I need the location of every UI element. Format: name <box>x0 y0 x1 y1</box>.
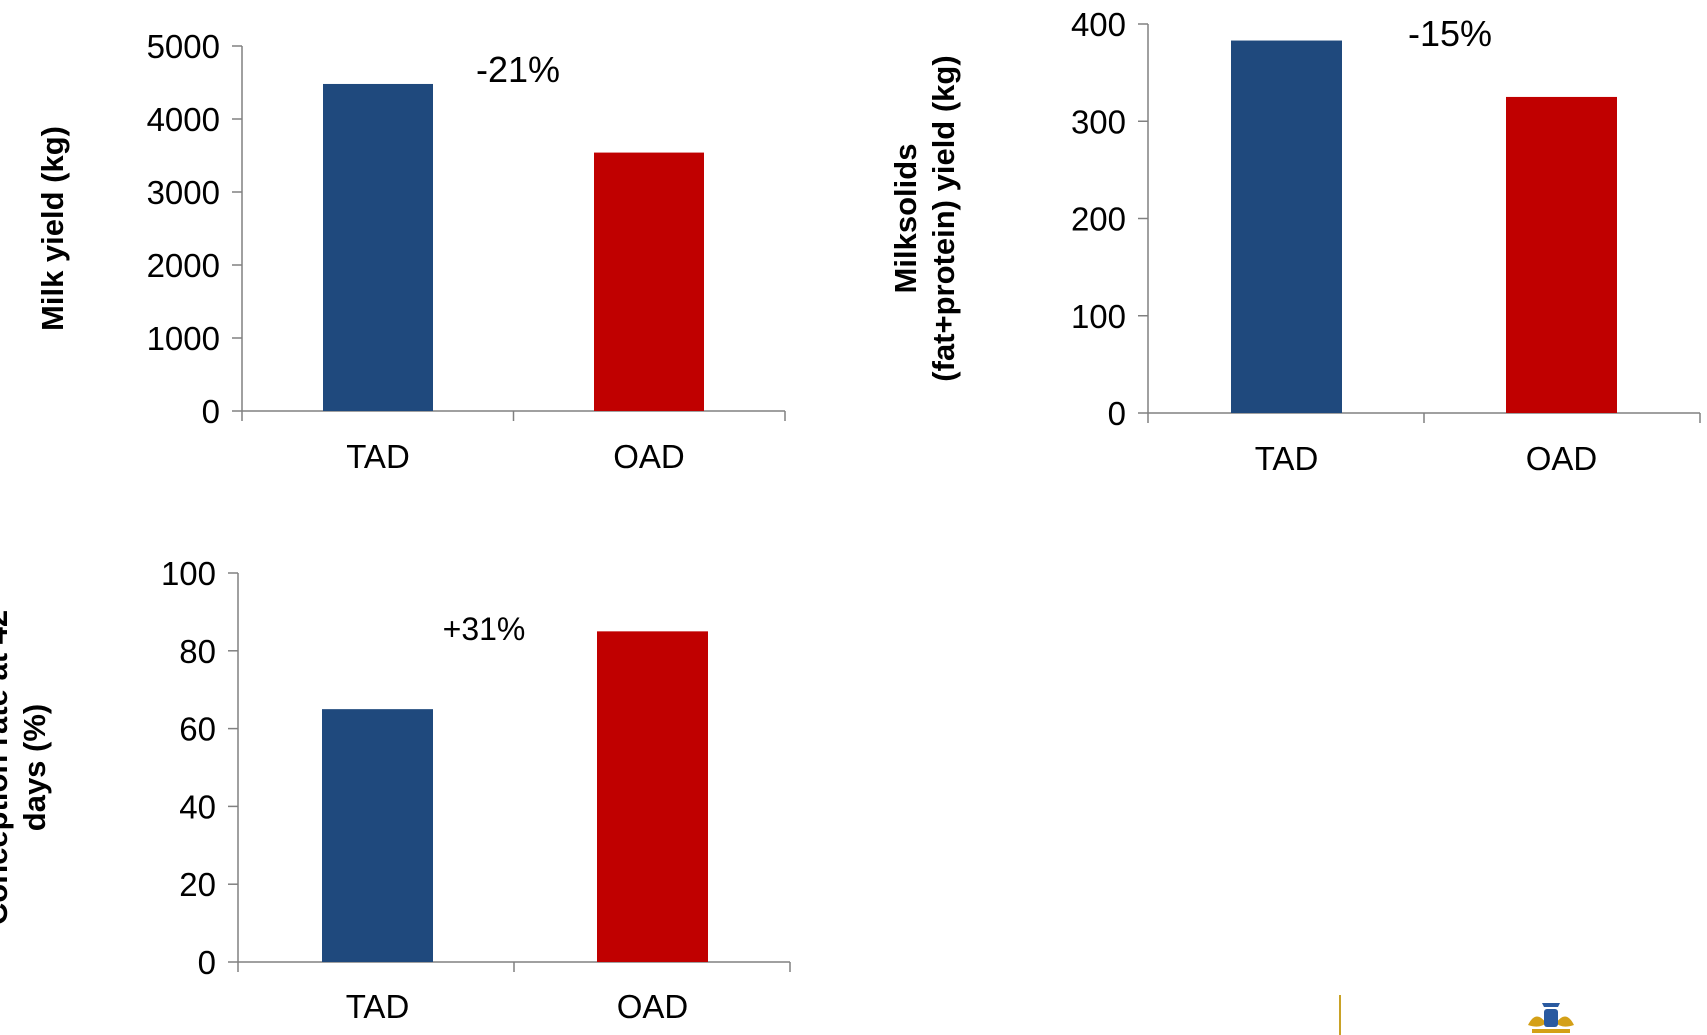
y-tick-label: 400 <box>1071 6 1126 43</box>
x-tick-label: TAD <box>1255 440 1319 477</box>
y-axis-label: (fat+protein) yield (kg) <box>926 55 961 381</box>
y-tick-label: 1000 <box>147 320 220 357</box>
y-axis-label: Conception rate at 42 <box>0 610 14 925</box>
annotation-label: -21% <box>476 49 560 90</box>
y-tick-label: 2000 <box>147 247 220 284</box>
chart-2: 0 100 200 300 400 TAD OAD -15% Milksolids (fat+pr… <box>888 6 1701 477</box>
bar-tad <box>323 83 433 412</box>
y-tick-label: 3000 <box>147 174 220 211</box>
chart-3: 0 20 40 60 80 100 TAD OAD +31% Conception rate at… <box>0 555 791 1025</box>
annotation-label: -15% <box>1408 13 1492 54</box>
y-tick-label: 200 <box>1071 201 1126 238</box>
y-tick-label: 5000 <box>147 28 220 65</box>
x-tick-label: TAD <box>346 988 410 1025</box>
y-tick-label: 40 <box>179 788 216 825</box>
bar-oad <box>597 631 708 962</box>
x-tick-label: OAD <box>1526 440 1598 477</box>
y-tick-label: 0 <box>1108 395 1126 432</box>
bar-tad <box>1231 40 1342 413</box>
y-tick-label: 100 <box>1071 298 1126 335</box>
y-tick-label: 4000 <box>147 101 220 138</box>
bar-tad <box>322 709 433 962</box>
y-tick-label: 20 <box>179 866 216 903</box>
x-tick-label: TAD <box>346 438 410 475</box>
y-tick-label: 100 <box>161 555 216 592</box>
x-tick-label: OAD <box>613 438 685 475</box>
y-tick-label: 0 <box>202 393 220 430</box>
x-tick-label: OAD <box>617 988 689 1025</box>
y-tick-label: 300 <box>1071 103 1126 140</box>
y-tick-label: 60 <box>179 711 216 748</box>
y-axis-label: days (%) <box>17 704 52 831</box>
logo <box>1339 995 1574 1035</box>
chart-1: 0 1000 2000 3000 4000 5000 TAD OAD -21% Milk yiel… <box>35 28 786 475</box>
annotation-label: +31% <box>443 611 526 647</box>
y-tick-label: 80 <box>179 633 216 670</box>
bar-oad <box>1506 96 1617 413</box>
y-tick-label: 0 <box>198 944 216 981</box>
y-axis-label: Milksolids <box>888 144 923 294</box>
y-axis-label: Milk yield (kg) <box>35 126 70 331</box>
bar-oad <box>594 152 704 411</box>
